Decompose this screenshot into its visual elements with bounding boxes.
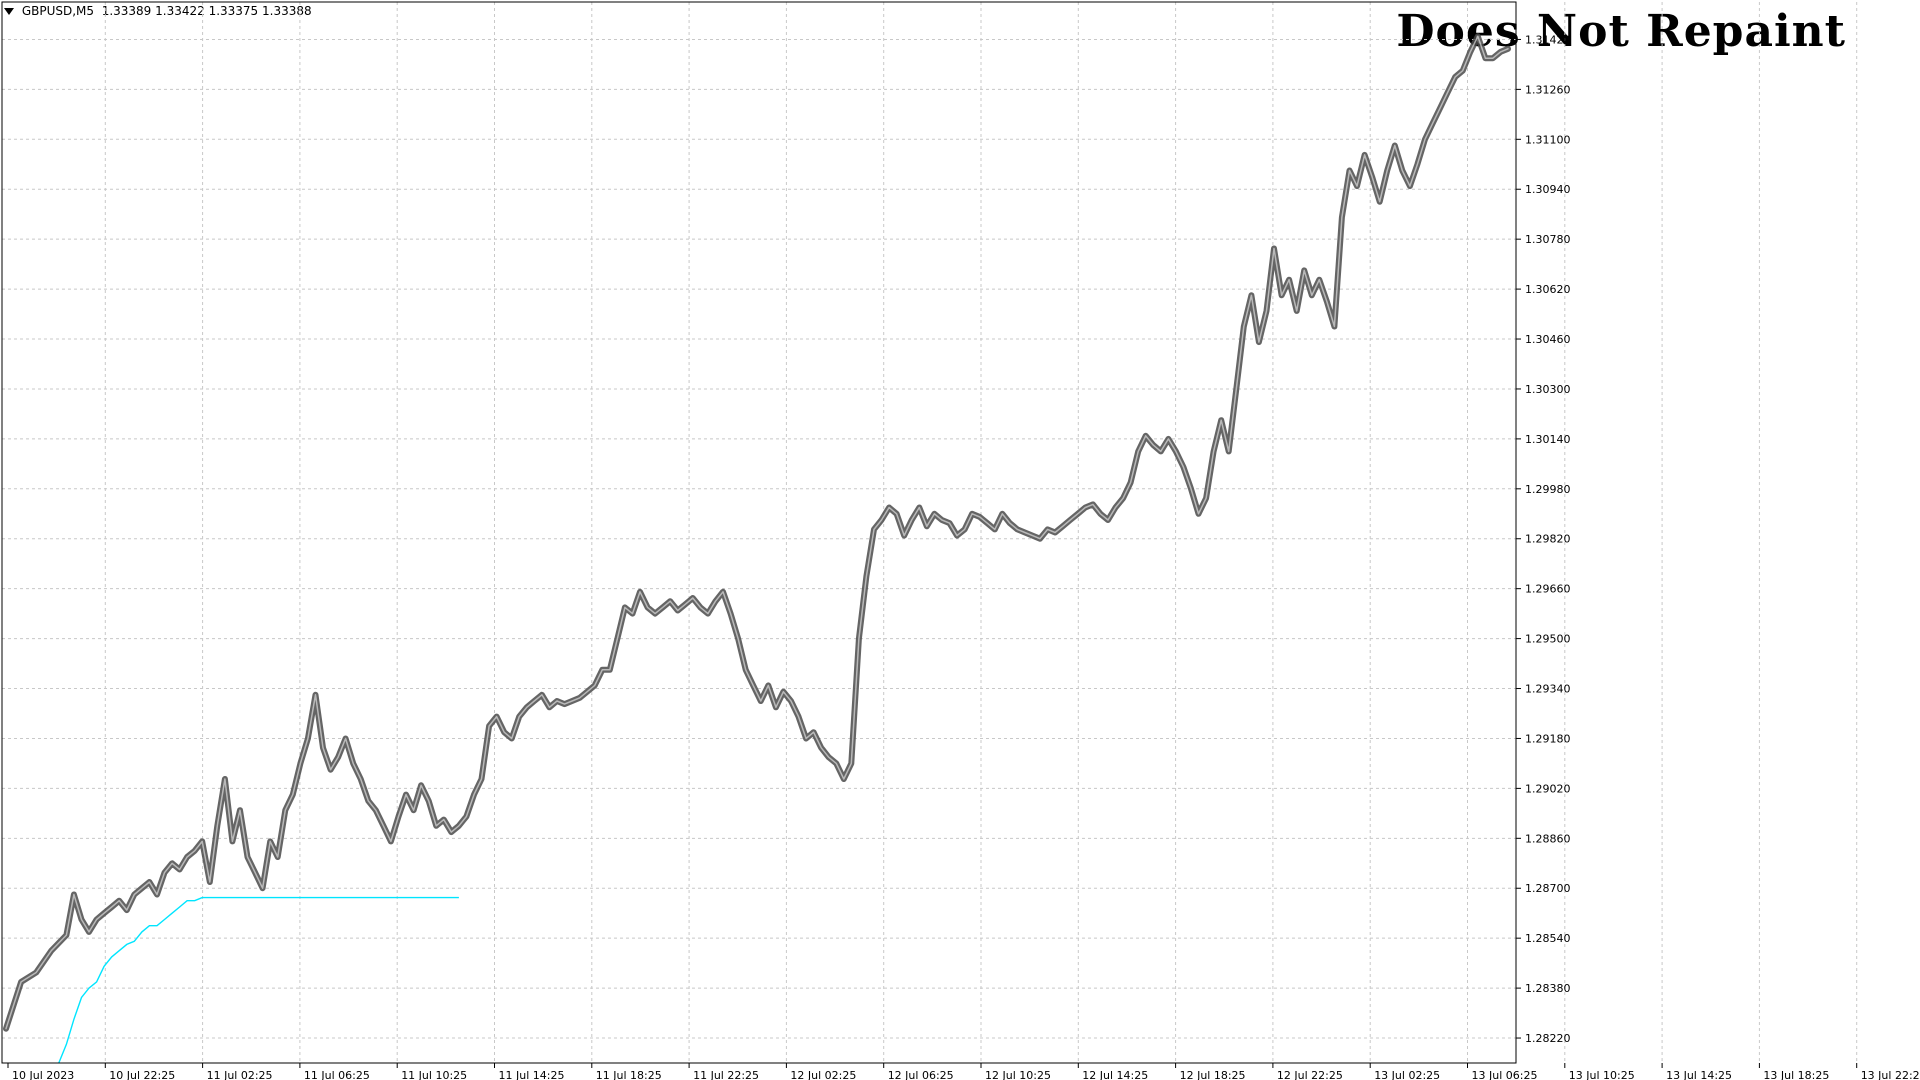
y-tick-label: 1.29660 bbox=[1525, 583, 1571, 596]
x-tick-label: 13 Jul 14:25 bbox=[1666, 1069, 1732, 1080]
ohlc-values: 1.33389 1.33422 1.33375 1.33388 bbox=[101, 4, 312, 18]
y-tick-label: 1.30940 bbox=[1525, 183, 1571, 196]
y-tick-label: 1.29020 bbox=[1525, 782, 1571, 795]
y-tick-label: 1.28380 bbox=[1525, 982, 1571, 995]
x-tick-label: 10 Jul 22:25 bbox=[109, 1069, 175, 1080]
plot-frame bbox=[1, 1, 1517, 1064]
y-tick-label: 1.29180 bbox=[1525, 732, 1571, 745]
y-tick-label: 1.29500 bbox=[1525, 633, 1571, 646]
y-tick-label: 1.29980 bbox=[1525, 483, 1571, 496]
collapse-triangle-icon[interactable] bbox=[4, 8, 14, 15]
trailing-stop-series bbox=[58, 896, 459, 1064]
y-tick-label: 1.31420 bbox=[1525, 33, 1571, 46]
x-tick-label: 12 Jul 18:25 bbox=[1180, 1069, 1246, 1080]
y-tick-label: 1.30300 bbox=[1525, 383, 1571, 396]
x-tick-label: 13 Jul 18:25 bbox=[1763, 1069, 1829, 1080]
y-tick-label: 1.28220 bbox=[1525, 1032, 1571, 1045]
symbol-timeframe: GBPUSD,M5 bbox=[21, 4, 95, 18]
y-tick-label: 1.30780 bbox=[1525, 233, 1571, 246]
x-tick-label: 12 Jul 06:25 bbox=[888, 1069, 954, 1080]
x-tick-label: 11 Jul 06:25 bbox=[304, 1069, 370, 1080]
x-tick-label: 11 Jul 02:25 bbox=[207, 1069, 273, 1080]
x-tick-label: 11 Jul 10:25 bbox=[401, 1069, 467, 1080]
x-tick-label: 11 Jul 14:25 bbox=[499, 1069, 565, 1080]
y-tick-label: 1.29340 bbox=[1525, 683, 1571, 696]
y-tick-label: 1.30620 bbox=[1525, 283, 1571, 296]
trail-line bbox=[58, 896, 459, 1064]
x-tick-label: 12 Jul 14:25 bbox=[1082, 1069, 1148, 1080]
x-tick-label: 12 Jul 10:25 bbox=[985, 1069, 1051, 1080]
x-tick-label: 13 Jul 22:25 bbox=[1861, 1069, 1920, 1080]
y-tick-label: 1.30460 bbox=[1525, 333, 1571, 346]
chart-header: GBPUSD,M5 1.33389 1.33422 1.33375 1.3338… bbox=[4, 4, 312, 18]
y-tick-label: 1.28700 bbox=[1525, 882, 1571, 895]
x-tick-label: 12 Jul 02:25 bbox=[790, 1069, 856, 1080]
x-tick-label: 13 Jul 10:25 bbox=[1569, 1069, 1635, 1080]
y-tick-label: 1.31100 bbox=[1525, 133, 1571, 146]
x-tick-label: 13 Jul 02:25 bbox=[1374, 1069, 1440, 1080]
x-tick-label: 12 Jul 22:25 bbox=[1277, 1069, 1343, 1080]
y-tick-label: 1.30140 bbox=[1525, 433, 1571, 446]
y-tick-label: 1.31260 bbox=[1525, 83, 1571, 96]
x-tick-label: 10 Jul 2023 bbox=[12, 1069, 74, 1080]
grid-lines bbox=[2, 2, 1858, 1063]
price-line bbox=[3, 33, 1511, 1032]
y-tick-label: 1.28540 bbox=[1525, 932, 1571, 945]
y-tick-label: 1.28860 bbox=[1525, 832, 1571, 845]
x-tick-label: 13 Jul 06:25 bbox=[1472, 1069, 1538, 1080]
x-tick-label: 11 Jul 22:25 bbox=[693, 1069, 759, 1080]
y-tick-label: 1.29820 bbox=[1525, 533, 1571, 546]
candlestick-series bbox=[3, 33, 1511, 1032]
x-tick-label: 11 Jul 18:25 bbox=[596, 1069, 662, 1080]
price-line-highlight bbox=[5, 35, 1509, 1030]
